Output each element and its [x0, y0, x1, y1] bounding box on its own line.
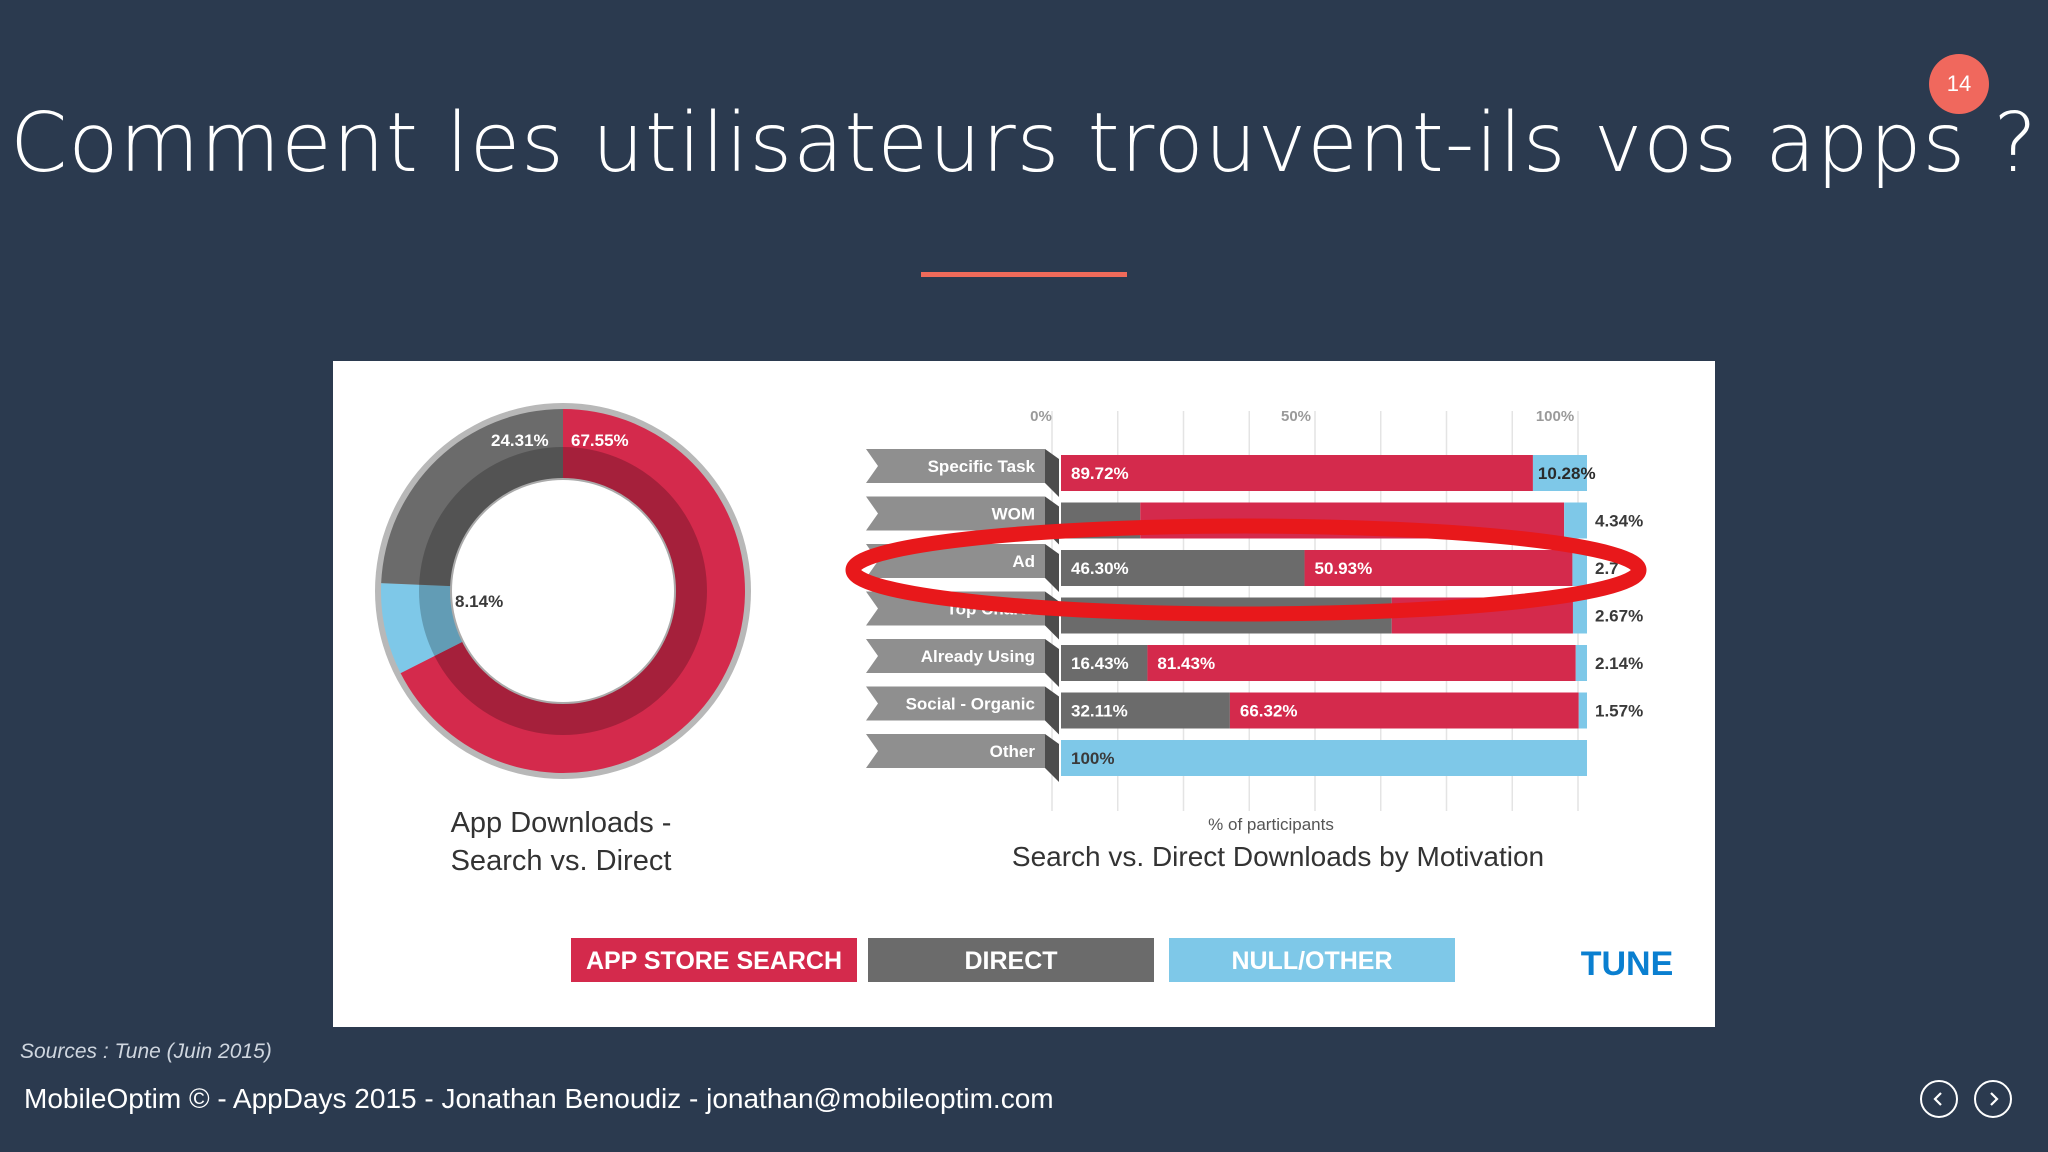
bar-value-label: 1.57%: [1595, 702, 1643, 721]
bar-value-label: 32.11%: [1071, 702, 1128, 721]
infographic-svg: 67.55% 24.31% 8.14% App Downloads - Search v…: [375, 403, 1674, 983]
donut-slice-1: [381, 583, 464, 674]
bar-segment-direct: [1061, 692, 1230, 729]
bar-value-label: 46.30%: [1071, 559, 1129, 578]
bar-segment-direct: [1061, 550, 1305, 586]
donut-title-line1: App Downloads -: [451, 807, 672, 839]
bar-segment-search: [1304, 550, 1573, 586]
donut-title-line2: Search vs. Direct: [451, 845, 672, 877]
legend-label: DIRECT: [964, 947, 1057, 975]
category-ribbon-fold: [1045, 449, 1059, 497]
highlight-ellipse: [845, 518, 1647, 622]
bar-value-label: 10.28%: [1538, 464, 1596, 483]
legend-swatch-0: [571, 938, 857, 982]
title-divider: [921, 272, 1127, 277]
bar-segment-null: [1572, 597, 1587, 634]
bar-chart-title: Search vs. Direct Downloads by Motivatio…: [1012, 841, 1544, 872]
donut-slice-2: [381, 409, 563, 587]
donut-label-search: 67.55%: [571, 431, 629, 450]
category-label: Already Using: [921, 647, 1035, 666]
x-tick-label: 0%: [1030, 408, 1052, 425]
bar-value-label: 50.93%: [1315, 559, 1373, 578]
prev-slide-button[interactable]: [1920, 1080, 1958, 1118]
slide-number-badge: 14: [1929, 54, 1989, 114]
bar-segment-search: [1147, 645, 1576, 681]
donut-label-direct: 24.31%: [491, 431, 549, 450]
category-label: Other: [990, 742, 1036, 761]
bar-segment-search: [1061, 455, 1533, 491]
category-label: Ad: [1012, 552, 1035, 571]
legend-swatch-1: [868, 938, 1154, 982]
next-slide-button[interactable]: [1974, 1080, 2012, 1118]
donut-inner-shade: [419, 447, 707, 735]
bar-segment-null: [1061, 740, 1587, 776]
category-label: Specific Task: [928, 457, 1036, 476]
bar-value-label: 2.14%: [1595, 654, 1643, 673]
bar-value-label: 2.67%: [1595, 607, 1643, 626]
bar-value-label: 16.43%: [1071, 654, 1129, 673]
category-ribbon: [866, 449, 1045, 483]
sources-note: Sources : Tune (Juin 2015): [20, 1040, 272, 1063]
category-ribbon: [866, 496, 1045, 531]
x-tick-label: 100%: [1536, 408, 1574, 425]
x-axis-label: % of participants: [1208, 815, 1334, 834]
footer-credits: MobileOptim © - AppDays 2015 - Jonathan …: [24, 1083, 1054, 1114]
bar-segment-null: [1578, 692, 1587, 729]
bar-segment-search: [1229, 692, 1579, 729]
donut-label-null: 8.14%: [455, 592, 503, 611]
tune-logo: TUNE: [1581, 945, 1674, 983]
bar-segment-null: [1575, 645, 1587, 681]
legend-label: APP STORE SEARCH: [586, 947, 842, 975]
chevron-right-icon: [1990, 1092, 1999, 1106]
x-tick-label: 50%: [1281, 408, 1311, 425]
bar-segment-null: [1564, 502, 1587, 539]
bar-value-label: 100%: [1071, 749, 1114, 768]
category-ribbon-fold: [1045, 734, 1059, 782]
bar-value-label: 81.43%: [1157, 654, 1215, 673]
bar-value-label: 89.72%: [1071, 464, 1129, 483]
category-ribbon: [866, 686, 1045, 721]
category-ribbon-fold: [1045, 639, 1059, 687]
category-ribbon: [866, 734, 1045, 768]
bar-value-label: 4.34%: [1595, 512, 1643, 531]
bar-value-label: 2.7: [1595, 559, 1619, 578]
bar-segment-null: [1572, 550, 1587, 586]
chevron-left-icon: [1933, 1092, 1942, 1106]
category-ribbon-fold: [1045, 544, 1059, 592]
bar-value-label: 66.32%: [1240, 702, 1298, 721]
bar-segment-direct: [1061, 645, 1148, 681]
category-ribbon: [866, 639, 1045, 673]
infographic-figure: 67.55% 24.31% 8.14% App Downloads - Search v…: [333, 361, 1715, 1027]
slide-title: Comment les utilisateurs trouvent-ils vo…: [10, 96, 2038, 191]
legend-swatch-2: [1169, 938, 1455, 982]
category-label: Social - Organic: [906, 695, 1035, 714]
category-ribbon-fold: [1045, 686, 1059, 735]
legend-label: NULL/OTHER: [1231, 947, 1392, 975]
category-label: WOM: [992, 505, 1035, 524]
donut-slice-0: [400, 409, 745, 773]
donut-hole: [450, 478, 676, 704]
bar-segment-null: [1532, 455, 1587, 491]
